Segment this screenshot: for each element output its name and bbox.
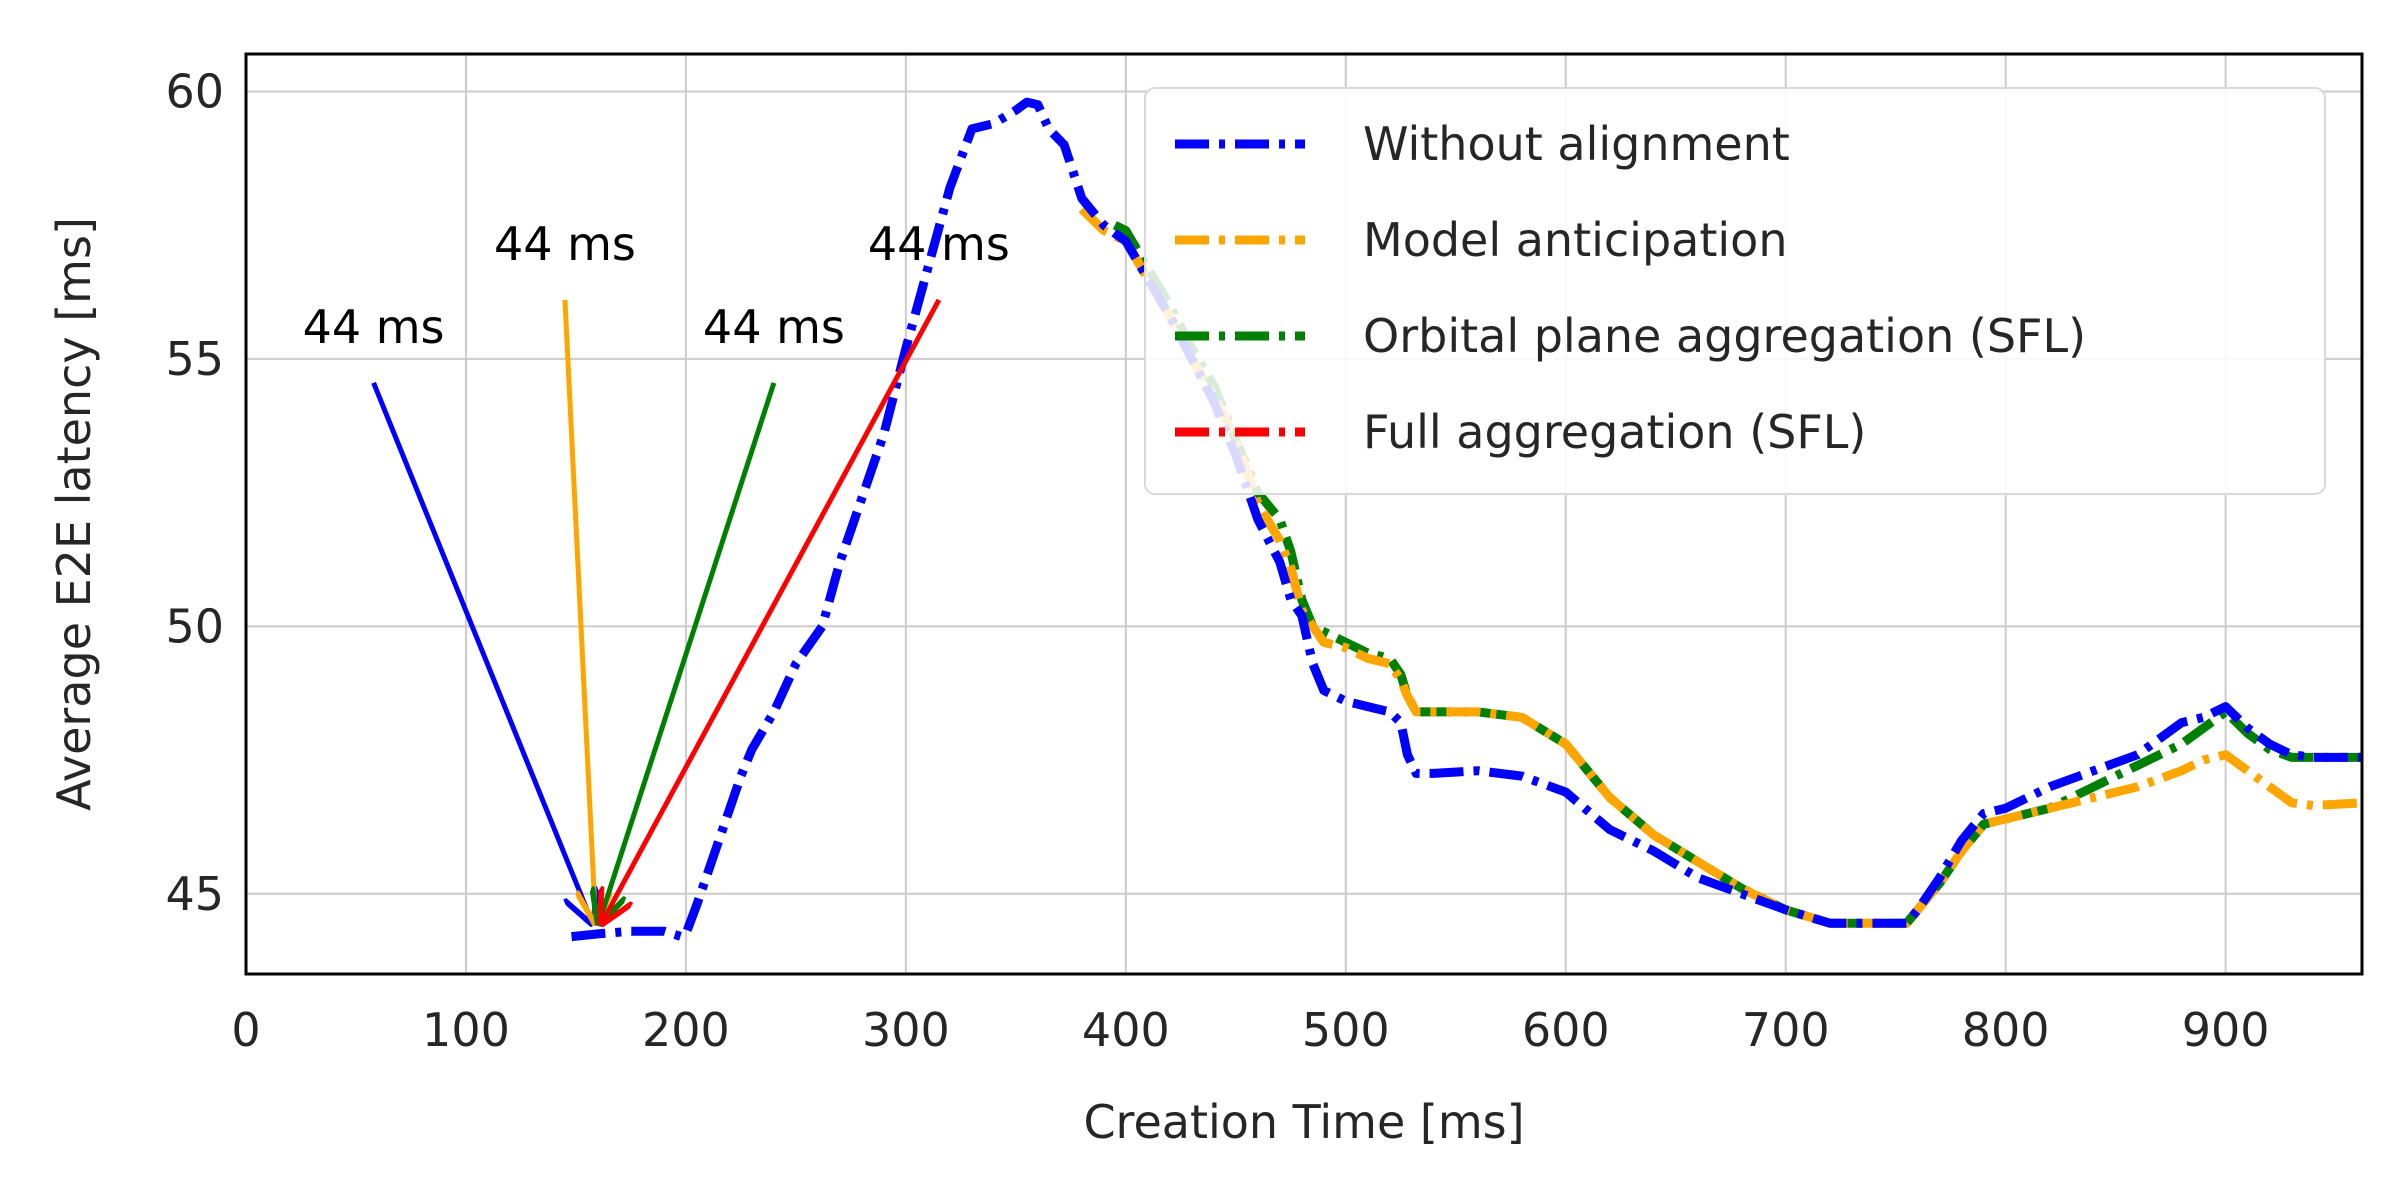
annotation-arrow — [598, 382, 777, 926]
x-tick-label: 300 — [862, 1003, 950, 1057]
annotation-layer: 44 ms 44 ms 44 ms 44 ms — [303, 217, 1010, 926]
x-axis-label: Creation Time [ms] — [1083, 1095, 1524, 1149]
y-tick-labels: 45 50 55 60 — [165, 64, 224, 920]
series-line-0 — [571, 97, 2362, 942]
x-tick-labels: 0 100 200 300 400 500 600 700 800 900 — [231, 1003, 2269, 1057]
annotation-label: 44 ms — [703, 300, 845, 354]
legend-entry: Model anticipation — [1363, 213, 1787, 267]
legend-entry: Orbital plane aggregation (SFL) — [1363, 309, 2086, 363]
x-tick-label: 900 — [2182, 1003, 2270, 1057]
y-tick-label: 50 — [165, 599, 224, 653]
x-tick-label: 800 — [1962, 1003, 2050, 1057]
x-tick-label: 200 — [642, 1003, 730, 1057]
y-tick-label: 60 — [165, 64, 224, 118]
annotation-arrow — [371, 381, 594, 926]
annotation-arrow — [600, 298, 942, 926]
y-tick-label: 55 — [165, 332, 224, 386]
x-tick-label: 500 — [1302, 1003, 1390, 1057]
series-layer — [571, 97, 2363, 942]
annotation-arrow — [562, 299, 596, 926]
legend-entry: Without alignment — [1363, 117, 1790, 171]
annotation-label: 44 ms — [868, 217, 1010, 271]
y-axis-label: Average E2E latency [ms] — [47, 217, 101, 811]
x-tick-label: 100 — [422, 1003, 510, 1057]
series-line-2 — [1112, 221, 2362, 928]
x-tick-label: 700 — [1742, 1003, 1830, 1057]
legend-entry: Full aggregation (SFL) — [1363, 405, 1866, 459]
plot-frame — [244, 52, 2364, 976]
annotation-label: 44 ms — [494, 217, 636, 271]
x-tick-label: 400 — [1082, 1003, 1170, 1057]
legend-box — [1144, 87, 2326, 495]
legend: Without alignment Model anticipation Orbit… — [1144, 87, 2326, 495]
y-tick-label: 45 — [165, 867, 224, 921]
x-tick-label: 600 — [1522, 1003, 1610, 1057]
x-tick-label: 0 — [231, 1003, 260, 1057]
annotation-label: 44 ms — [303, 300, 445, 354]
